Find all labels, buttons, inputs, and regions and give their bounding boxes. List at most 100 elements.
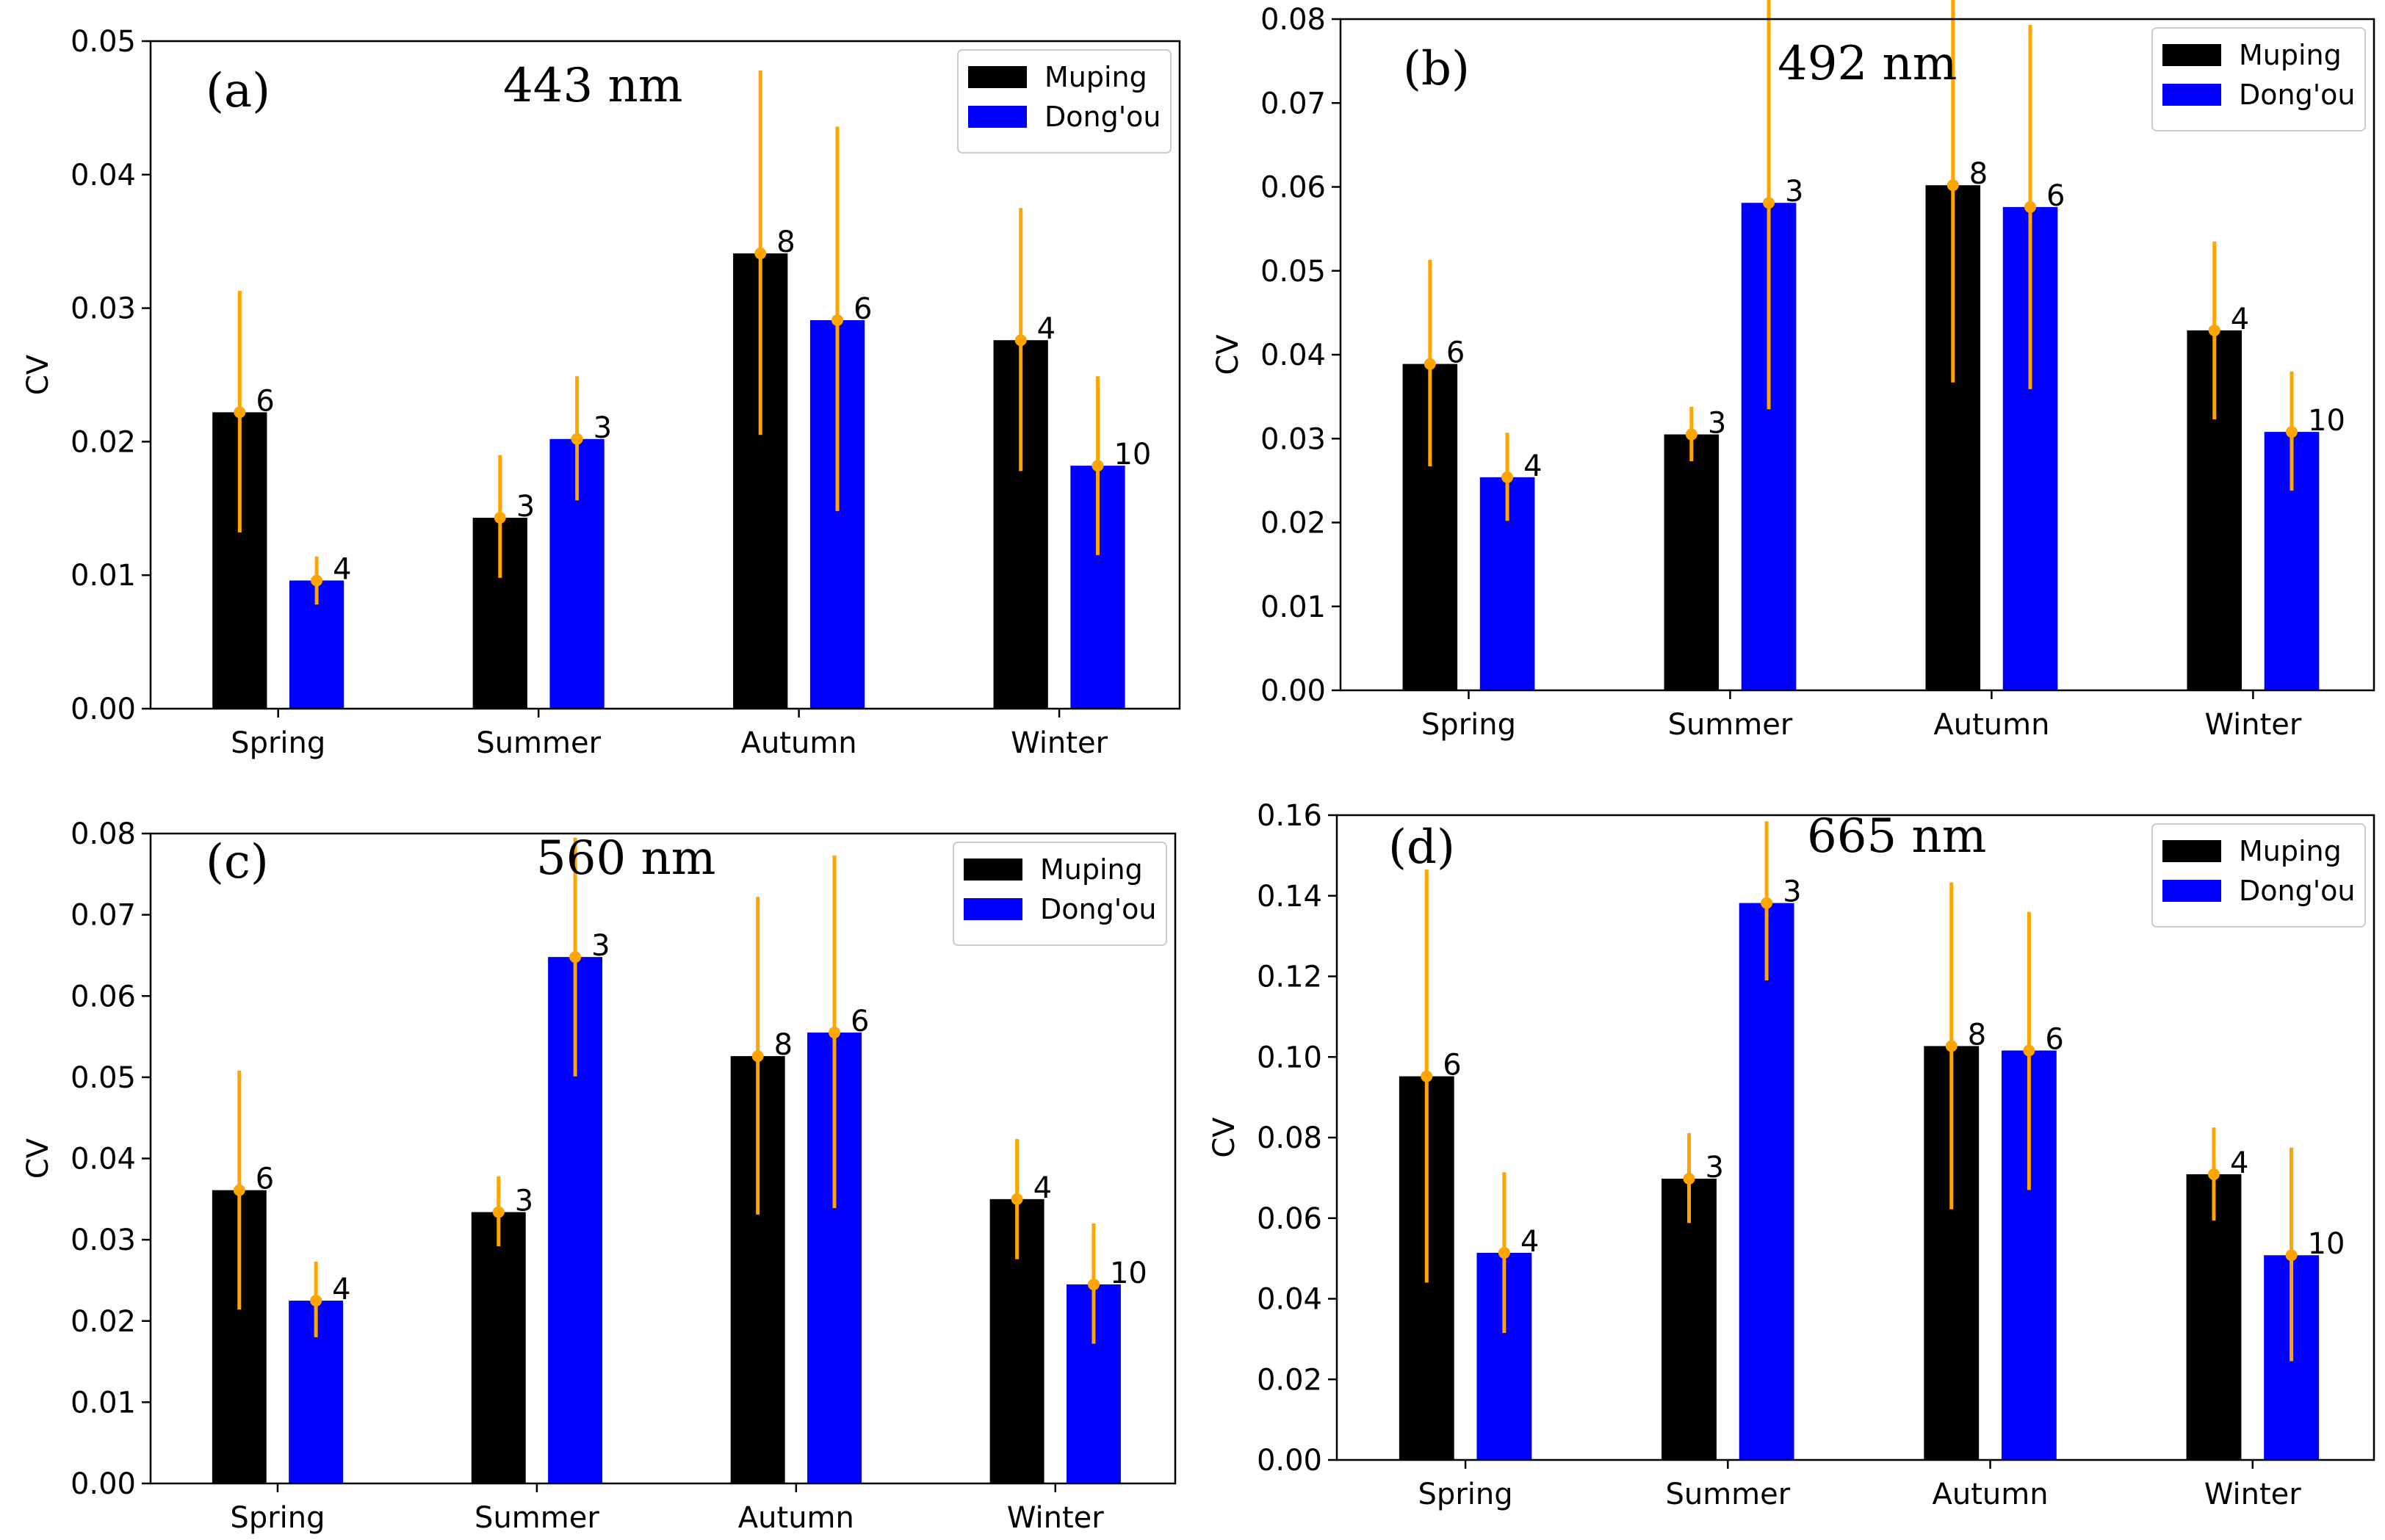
bar-muping-summer[interactable]	[471, 1212, 526, 1483]
y-tick-label: 0.06	[1257, 1202, 1322, 1236]
y-tick-label: 0.03	[71, 1223, 136, 1257]
mean-marker	[2023, 1044, 2035, 1057]
sample-count-label: 4	[332, 1273, 350, 1306]
legend-swatch-muping	[964, 858, 1022, 881]
sample-count-label: 4	[1037, 312, 1056, 346]
y-tick-label: 0.03	[1260, 422, 1326, 456]
mean-marker	[831, 314, 844, 326]
y-tick-label: 0.01	[1260, 590, 1326, 624]
mean-marker	[2286, 426, 2298, 438]
bar-muping-summer[interactable]	[1661, 1178, 1717, 1460]
legend: Muping Dong'ou	[2151, 27, 2366, 131]
legend: Muping Dong'ou	[953, 842, 1167, 946]
y-tick-label: 0.00	[71, 693, 136, 726]
x-tick-label: Summer	[1668, 708, 1793, 742]
x-tick-label: Spring	[231, 726, 325, 760]
mean-marker	[1946, 179, 1959, 192]
y-axis-label: CV	[21, 1138, 55, 1179]
mean-marker	[1761, 897, 1773, 909]
bar-muping-summer[interactable]	[1664, 434, 1720, 690]
y-tick-label: 0.08	[71, 817, 136, 851]
sample-count-label: 3	[515, 1185, 533, 1218]
bar-dongou-summer[interactable]	[1739, 903, 1794, 1460]
chart-panel-4: 6 3 8 4 4 3 6 10 0.00 0.02 0.04 0.06 0.08 0.10 0.12 0.1…	[1208, 799, 2375, 1511]
legend-swatch-muping	[968, 66, 1027, 88]
mean-marker	[234, 406, 246, 419]
mean-marker	[2024, 200, 2037, 213]
y-tick-label: 0.02	[1257, 1363, 1322, 1397]
legend-label: Dong'ou	[2239, 875, 2356, 907]
sample-count-label: 8	[776, 225, 795, 259]
sample-count-label: 3	[591, 929, 610, 963]
mean-marker	[1014, 334, 1027, 347]
y-tick-label: 0.04	[71, 159, 136, 192]
sample-count-label: 8	[1968, 1018, 1986, 1052]
x-tick-label: Summer	[476, 726, 601, 760]
y-tick-label: 0.12	[1257, 961, 1322, 994]
chart-title: 665 nm	[1807, 809, 1986, 864]
mean-marker	[233, 1184, 245, 1196]
mean-marker	[1763, 197, 1775, 209]
sample-count-label: 4	[1033, 1171, 1052, 1205]
mean-marker	[1501, 471, 1514, 483]
sample-count-label: 3	[593, 411, 612, 445]
x-tick-label: Autumn	[1933, 1478, 2049, 1511]
chart-panel-3: 6 3 8 4 4 3 6 10 0.00 0.01 0.02 0.03 0.04 0.05 0.06 0.0…	[21, 817, 1177, 1535]
x-tick-label: Spring	[230, 1501, 325, 1535]
sample-count-label: 3	[1785, 175, 1803, 209]
legend-label: Muping	[1040, 853, 1143, 886]
sample-count-label: 4	[1520, 1225, 1539, 1259]
x-tick-label: Summer	[475, 1501, 599, 1535]
y-tick-label: 0.06	[1260, 171, 1326, 205]
x-tick-label: Spring	[1418, 1478, 1513, 1511]
sample-count-label: 8	[774, 1028, 793, 1062]
sample-count-label: 4	[2230, 1146, 2248, 1180]
y-tick-label: 0.03	[71, 292, 136, 326]
y-tick-label: 0.05	[71, 25, 136, 59]
sample-count-label: 6	[2045, 1022, 2063, 1056]
sample-count-label: 3	[1708, 407, 1726, 441]
sample-count-label: 3	[1783, 875, 1801, 909]
sample-count-label: 6	[851, 1005, 869, 1038]
mean-marker	[311, 574, 323, 587]
sample-count-label: 10	[2308, 1227, 2345, 1261]
sample-count-label: 3	[1706, 1151, 1724, 1185]
legend-swatch-dongou	[968, 106, 1027, 128]
legend-label: Dong'ou	[1044, 101, 1161, 133]
mean-marker	[751, 1050, 764, 1063]
mean-marker	[1685, 428, 1697, 441]
y-tick-label: 0.07	[1260, 87, 1326, 120]
mean-marker	[1683, 1172, 1695, 1185]
x-tick-label: Autumn	[741, 726, 857, 760]
y-axis-label: CV	[1208, 1117, 1241, 1158]
axes-frame	[149, 40, 1181, 710]
bar-muping-winter[interactable]	[2186, 1174, 2242, 1460]
legend-swatch-dongou	[964, 898, 1022, 920]
sample-count-label: 10	[1110, 1257, 1147, 1290]
y-tick-label: 0.06	[71, 980, 136, 1013]
mean-marker	[310, 1295, 322, 1307]
panel-letter: (b)	[1403, 42, 1470, 96]
mean-marker	[492, 1206, 505, 1218]
sample-count-label: 10	[2308, 404, 2345, 438]
mean-marker	[1092, 460, 1104, 472]
sample-count-label: 3	[516, 490, 535, 524]
x-tick-label: Spring	[1421, 708, 1516, 742]
y-tick-label: 0.14	[1257, 880, 1322, 914]
y-tick-label: 0.08	[1257, 1121, 1322, 1155]
sample-count-label: 4	[2231, 303, 2249, 336]
sample-count-label: 10	[1114, 438, 1151, 471]
mean-marker	[571, 433, 583, 445]
y-tick-label: 0.04	[1260, 339, 1326, 372]
legend-swatch-dongou	[2162, 84, 2221, 106]
y-tick-label: 0.05	[1260, 255, 1326, 289]
x-tick-label: Summer	[1665, 1478, 1790, 1511]
chart-title: 560 nm	[536, 831, 715, 886]
panel-letter: (a)	[206, 64, 270, 118]
chart-panel-1: 6 3 8 4 4 3 6 10 0.00 0.01 0.02 0.03 0.04 0.05 Spring S…	[21, 25, 1181, 760]
sample-count-label: 6	[1443, 1049, 1461, 1082]
mean-marker	[754, 247, 767, 260]
x-tick-label: Autumn	[1933, 708, 2049, 742]
legend-label: Muping	[2239, 39, 2342, 71]
legend-label: Dong'ou	[1040, 893, 1157, 925]
